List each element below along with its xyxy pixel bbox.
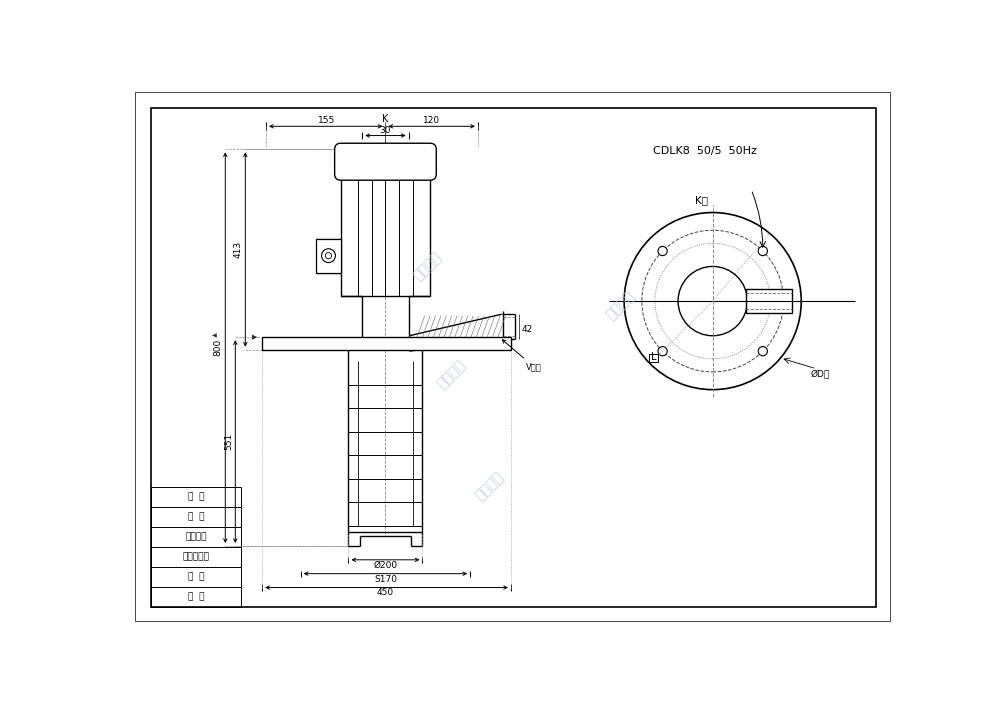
Text: 120: 120	[423, 116, 440, 125]
Text: K: K	[382, 114, 389, 124]
Text: 图档编号: 图档编号	[185, 532, 207, 542]
Text: 描  技: 描 技	[188, 573, 204, 581]
Text: 描  图: 描 图	[188, 592, 204, 602]
Text: L: L	[651, 352, 656, 362]
Text: 155: 155	[318, 116, 335, 125]
Text: ØD天: ØD天	[811, 370, 830, 378]
Circle shape	[322, 249, 335, 263]
Bar	[746, 289, 792, 313]
FancyBboxPatch shape	[335, 143, 436, 180]
Bar	[316, 239, 341, 273]
Text: CDLK8  50/5  50Hz: CDLK8 50/5 50Hz	[653, 146, 757, 156]
Circle shape	[758, 347, 767, 356]
Bar	[262, 337, 511, 349]
Text: ▶: ▶	[252, 334, 257, 340]
Circle shape	[758, 246, 767, 256]
Circle shape	[624, 213, 801, 390]
Text: 南方泵业: 南方泵业	[434, 357, 468, 391]
Text: 800: 800	[213, 339, 222, 357]
Text: V内径: V内径	[502, 340, 542, 371]
Text: 30: 30	[380, 126, 391, 135]
Text: 南方泵业: 南方泵业	[411, 250, 445, 283]
Circle shape	[325, 253, 332, 258]
Text: Ø200: Ø200	[373, 561, 398, 570]
Text: ◀: ◀	[212, 333, 217, 338]
Text: 南方泵业: 南方泵业	[604, 288, 637, 322]
Text: 南方泵业: 南方泵业	[473, 469, 506, 503]
Circle shape	[658, 347, 667, 356]
Text: 42: 42	[522, 325, 533, 334]
Circle shape	[658, 246, 667, 256]
Text: K孔: K孔	[695, 196, 708, 205]
Text: 450: 450	[377, 588, 394, 597]
Text: 日  期: 日 期	[188, 492, 204, 501]
Text: 签  字: 签 字	[188, 512, 204, 521]
Text: 413: 413	[233, 241, 242, 258]
Bar	[649, 354, 658, 362]
Circle shape	[678, 266, 747, 336]
Bar	[341, 174, 430, 296]
Text: 551: 551	[225, 433, 234, 450]
Text: 旧图档编号: 旧图档编号	[183, 552, 209, 561]
Text: S170: S170	[374, 575, 397, 584]
